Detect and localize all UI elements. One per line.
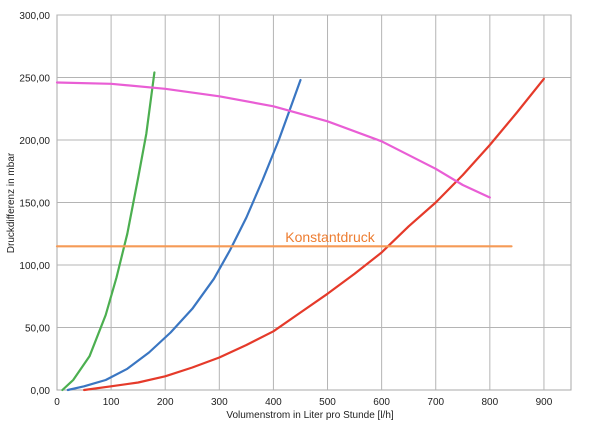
x-tick-label: 300 [211, 397, 228, 408]
annotation-konstantdruck: Konstantdruck [285, 229, 375, 245]
tick-labels: 0 100 200 300 400 500 600 700 800 900 0,00 50,00 100… [19, 11, 552, 408]
y-tick-label: 250,00 [19, 74, 50, 85]
x-tick-label: 900 [536, 397, 553, 408]
series-group [55, 71, 546, 392]
x-tick-label: 200 [157, 397, 174, 408]
y-tick-label: 50,00 [25, 324, 50, 335]
y-tick-label: 0,00 [31, 386, 51, 397]
y-axis-label: Druckdifferenz in mbar [6, 152, 17, 253]
y-tick-label: 150,00 [19, 199, 50, 210]
series-line-3 [82, 77, 546, 392]
series-line-2 [66, 78, 302, 392]
x-tick-label: 100 [103, 397, 120, 408]
y-tick-label: 300,00 [19, 11, 50, 22]
x-tick-label: 0 [54, 397, 60, 408]
series-line-1 [61, 71, 156, 392]
x-tick-label: 400 [265, 397, 282, 408]
x-axis-label: Volumenstrom in Liter pro Stunde [l/h] [226, 410, 394, 421]
y-tick-label: 100,00 [19, 261, 50, 272]
x-tick-label: 600 [373, 397, 390, 408]
y-tick-label: 200,00 [19, 136, 50, 147]
grid [56, 14, 572, 391]
x-tick-label: 700 [427, 397, 444, 408]
x-tick-label: 500 [319, 397, 336, 408]
series-line-4 [55, 81, 491, 199]
x-tick-label: 800 [481, 397, 498, 408]
